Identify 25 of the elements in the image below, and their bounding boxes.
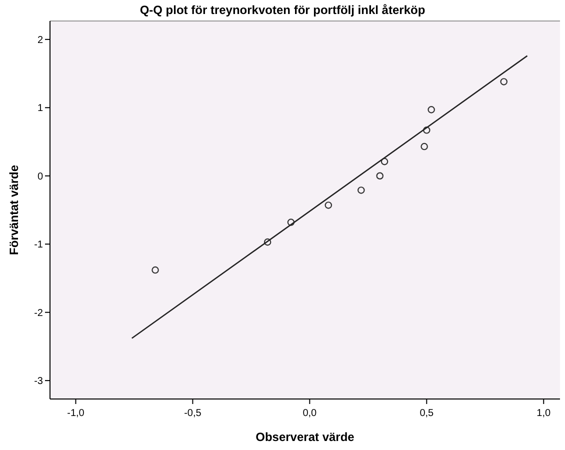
y-tick-label: 1 — [37, 103, 44, 114]
point — [376, 172, 384, 180]
x-tick-label: 0,0 — [302, 408, 318, 419]
point — [324, 202, 332, 209]
y-tick-label: -2 — [34, 308, 44, 319]
x-tick-label: 1,0 — [536, 408, 552, 419]
x-axis-title: Observerat värde — [256, 430, 355, 444]
y-tick-label: 0 — [37, 171, 44, 182]
point — [287, 218, 295, 226]
x-tick-label: -1,0 — [67, 408, 85, 419]
point — [428, 106, 435, 114]
point — [420, 142, 428, 150]
y-tick-label: 2 — [37, 34, 44, 46]
point — [358, 186, 365, 194]
x-tick-label: -0,5 — [184, 408, 202, 419]
point — [264, 238, 272, 246]
y-tick-label: -1 — [34, 240, 44, 251]
chart-title: Q-Q plot för treynorkvoten för portfölj inkl återköp — [140, 3, 426, 17]
point — [423, 126, 430, 134]
point — [500, 78, 508, 86]
point — [152, 266, 159, 274]
y-axis-title: Förväntat värde — [7, 164, 21, 256]
point — [380, 158, 388, 166]
x-tick-label: 0,5 — [420, 408, 434, 419]
y-tick-label: -3 — [34, 376, 44, 388]
